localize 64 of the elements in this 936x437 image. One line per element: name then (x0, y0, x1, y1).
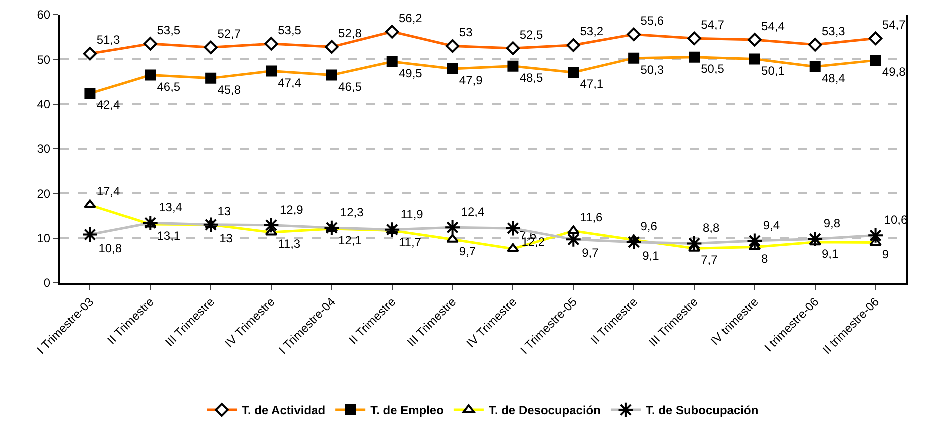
data-label: 54,4 (762, 19, 786, 34)
data-label: 47,9 (459, 74, 484, 88)
data-label: 46,5 (157, 80, 181, 94)
data-label: 54,7 (701, 18, 725, 32)
data-label: 9,7 (582, 246, 600, 260)
data-label: 7,7 (701, 253, 718, 268)
legend-label: T. de Actividad (242, 404, 326, 418)
data-label: 11,3 (278, 237, 301, 252)
y-tick-label: 40 (37, 98, 51, 112)
data-label: 8 (762, 252, 769, 266)
data-label: 12,9 (280, 202, 304, 217)
legend-label: T. de Desocupación (488, 404, 601, 418)
data-label: 52,5 (520, 28, 544, 42)
data-label: 53,2 (580, 24, 604, 39)
data-label: 9,7 (459, 244, 476, 258)
data-label: 12,1 (338, 234, 362, 248)
data-label: 42,4 (96, 98, 121, 112)
data-label: 45,8 (218, 83, 242, 98)
data-label: 13,1 (157, 229, 181, 244)
data-label: 52,8 (338, 26, 362, 41)
data-label: 9,1 (642, 248, 660, 263)
data-label: 54,7 (882, 18, 906, 32)
data-label: 11,7 (398, 235, 422, 250)
data-label: 53,5 (278, 23, 302, 38)
data-label: 12,3 (340, 206, 364, 220)
data-label: 12,4 (461, 205, 485, 220)
legend-label: T. de Empleo (370, 404, 444, 418)
data-label: 55,6 (640, 14, 664, 28)
y-tick-label: 30 (37, 142, 51, 156)
y-tick-label: 0 (44, 276, 51, 290)
data-label: 53,5 (157, 23, 181, 38)
data-label: 53 (459, 26, 474, 40)
data-label: 13,4 (159, 200, 183, 215)
data-label: 51,3 (96, 33, 121, 48)
data-label: 50,5 (701, 62, 725, 76)
data-label: 9,8 (824, 216, 841, 231)
data-label: 46,5 (338, 80, 362, 94)
y-tick-label: 60 (37, 8, 51, 22)
data-label: 10,8 (98, 241, 122, 256)
data-label: 56,2 (398, 11, 423, 26)
data-label: 13 (218, 204, 232, 218)
data-label: 9,4 (763, 218, 780, 233)
data-label: 49,5 (398, 66, 423, 81)
data-label: 47,1 (580, 77, 604, 92)
data-label: 11,9 (400, 207, 424, 222)
data-label: 47,4 (278, 76, 302, 90)
data-label: 48,4 (822, 71, 846, 86)
data-label: 13 (220, 231, 234, 246)
legend-label: T. de Subocupación (646, 404, 759, 418)
data-label: 53,3 (822, 24, 846, 38)
data-label: 9,1 (822, 246, 839, 261)
data-label: 9 (882, 247, 890, 262)
data-label: 49,8 (882, 65, 906, 80)
y-tick-label: 20 (37, 186, 51, 201)
data-label: 9,6 (640, 219, 658, 234)
y-tick-label: 10 (37, 232, 51, 246)
data-label: 11,6 (580, 210, 604, 225)
data-label: 50,1 (762, 64, 786, 78)
data-label: 52,7 (218, 26, 242, 41)
data-label: 17,4 (96, 184, 121, 199)
data-label: 48,5 (520, 70, 544, 85)
data-label: 8,8 (703, 221, 720, 236)
data-label: 50,3 (640, 62, 664, 77)
y-tick-label: 50 (37, 52, 51, 67)
